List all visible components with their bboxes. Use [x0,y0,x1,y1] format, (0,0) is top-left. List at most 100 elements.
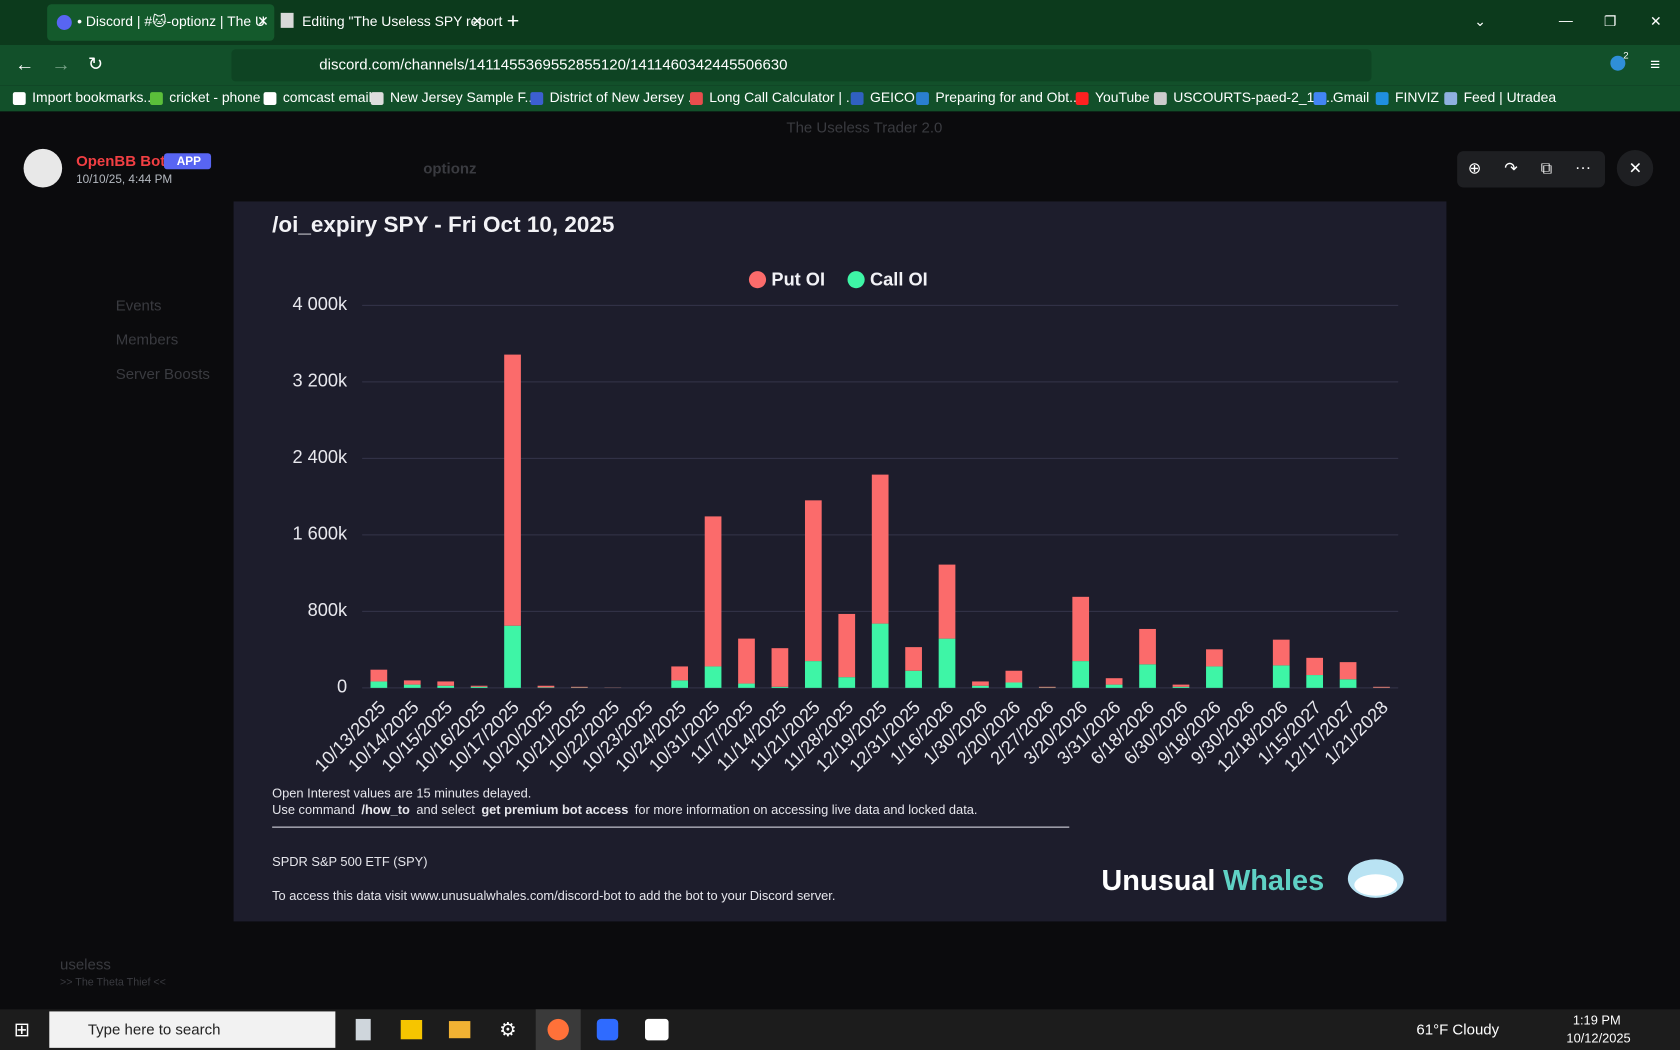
app-icon[interactable] [547,1018,569,1041]
bot-name[interactable]: OpenBB Bot [76,153,165,170]
bookmark[interactable]: Preparing for and Obt... [935,89,1080,105]
forward-button[interactable]: ↷ [1504,160,1518,178]
logo-part: Whales [1223,864,1324,896]
y-tick-label: 3 200k [292,371,348,391]
new-tab[interactable]: + [507,9,520,33]
user-status: >> The Theta Thief << [60,976,166,988]
bookmark[interactable]: YouTube [1095,89,1150,105]
clock-date[interactable]: 10/12/2025 [1566,1031,1630,1046]
back[interactable]: ← [15,54,34,75]
bar-segment [504,354,521,626]
bookmark[interactable]: Feed | Utradea [1464,89,1557,105]
bar-segment [871,623,889,688]
close-viewer-icon[interactable]: ✕ [1629,160,1642,178]
zoom-button[interactable]: ⊕ [1468,160,1481,178]
bar-segment [838,677,856,688]
tab-active[interactable] [47,4,275,41]
bar-segment [1139,628,1156,665]
bar-segment [1038,686,1056,688]
bar-segment [1105,678,1123,685]
bar-segment [972,685,989,688]
footer-part: get premium bot access [481,802,628,817]
bar-segment [1339,679,1357,688]
bookmark[interactable]: USCOURTS-paed-2_12... [1173,89,1334,105]
bar-segment [537,685,555,688]
tab-close[interactable]: ✕ [257,13,269,29]
bookmark[interactable]: comcast email [283,89,372,105]
bookmark[interactable]: New Jersey Sample F... [390,89,536,105]
bookmark[interactable]: GEICO [870,89,915,105]
access-note: To access this data visit www.unusualwha… [272,888,835,903]
chart-title: /oi_expiry SPY - Fri Oct 10, 2025 [272,212,614,237]
close-viewer[interactable] [1616,150,1654,187]
app-icon[interactable] [645,1018,669,1041]
forward[interactable]: → [51,54,70,75]
bar-segment [1272,639,1290,666]
bookmark[interactable]: Import bookmarks... [32,89,155,105]
tab-close[interactable]: ✕ [471,13,483,29]
bookmark[interactable]: FINVIZ [1395,89,1440,105]
bookmark-icon [1375,92,1389,105]
viewer-toolbar [1457,151,1605,188]
search-placeholder[interactable]: Type here to search [88,1022,221,1039]
user-name: useless [60,956,111,973]
logo-text: Unusual Whales [1101,864,1324,896]
reload[interactable]: ↻ [88,54,103,74]
bookmark-icon [1313,92,1327,105]
bar-segment [1373,686,1390,688]
bot-avatar[interactable] [23,148,63,188]
app-icon[interactable] [400,1020,423,1040]
channel-name: optionz [423,160,476,177]
start-button[interactable]: ⊞ [14,1020,30,1041]
tab-title[interactable]: • Discord | #🐱-optionz | The U [77,13,265,29]
bookmark[interactable]: District of New Jersey ... [550,89,700,105]
bar-segment [470,685,488,687]
bookmark[interactable]: Gmail [1333,89,1369,105]
more-button[interactable]: ··· [1575,158,1591,176]
weather[interactable]: 61°F Cloudy [1416,1022,1499,1039]
bookmark-icon [690,92,703,105]
open-button[interactable]: ⧉ [1541,160,1552,178]
y-tick-label: 1 600k [292,524,348,544]
footer-part: for more information on accessing live d… [635,802,978,817]
minimize[interactable]: — [1559,12,1573,28]
app-icon[interactable] [596,1018,619,1041]
bar-segment [403,684,421,688]
restore[interactable]: ❐ [1604,13,1616,29]
app-icon[interactable]: ⚙ [499,1020,516,1041]
bookmark-icon [1075,92,1089,105]
bookmark[interactable]: cricket - phone [169,89,260,105]
bookmark[interactable]: Long Call Calculator | ... [709,89,857,105]
bookmark-icon [1444,92,1458,105]
bar-segment [671,666,689,681]
bar-segment [671,680,689,688]
bar-segment [938,564,956,639]
bar-segment [437,681,455,686]
logo-part: Unusual [1101,864,1215,896]
server-name: The Useless Trader 2.0 [786,120,942,137]
search-box[interactable] [49,1011,336,1048]
bar-segment [470,686,488,688]
sidebar-item: Members [116,332,179,349]
url[interactable]: discord.com/channels/1411455369552855120… [319,56,787,73]
bookmark-icon [370,92,384,105]
bar-segment [838,613,856,678]
bookmark-icon [12,92,26,105]
clock-time[interactable]: 1:19 PM [1573,1012,1621,1027]
app-icon[interactable] [355,1018,371,1041]
bar-segment [704,516,722,667]
close-window[interactable]: ✕ [1650,13,1662,29]
extension-icon[interactable] [1610,55,1626,71]
bar-segment [972,681,989,686]
tab-title[interactable]: Editing "The Useless SPY report [302,13,502,29]
legend-label: Call OI [870,270,928,290]
footer-part: Use command [272,802,355,817]
tab-list[interactable]: ⌄ [1474,13,1486,29]
legend-swatch [748,271,767,289]
url-bar[interactable] [231,49,1372,82]
bar-segment [1172,684,1190,687]
app-icon[interactable] [448,1021,471,1039]
menu[interactable]: ≡ [1650,54,1660,74]
bar-segment [1306,657,1324,676]
